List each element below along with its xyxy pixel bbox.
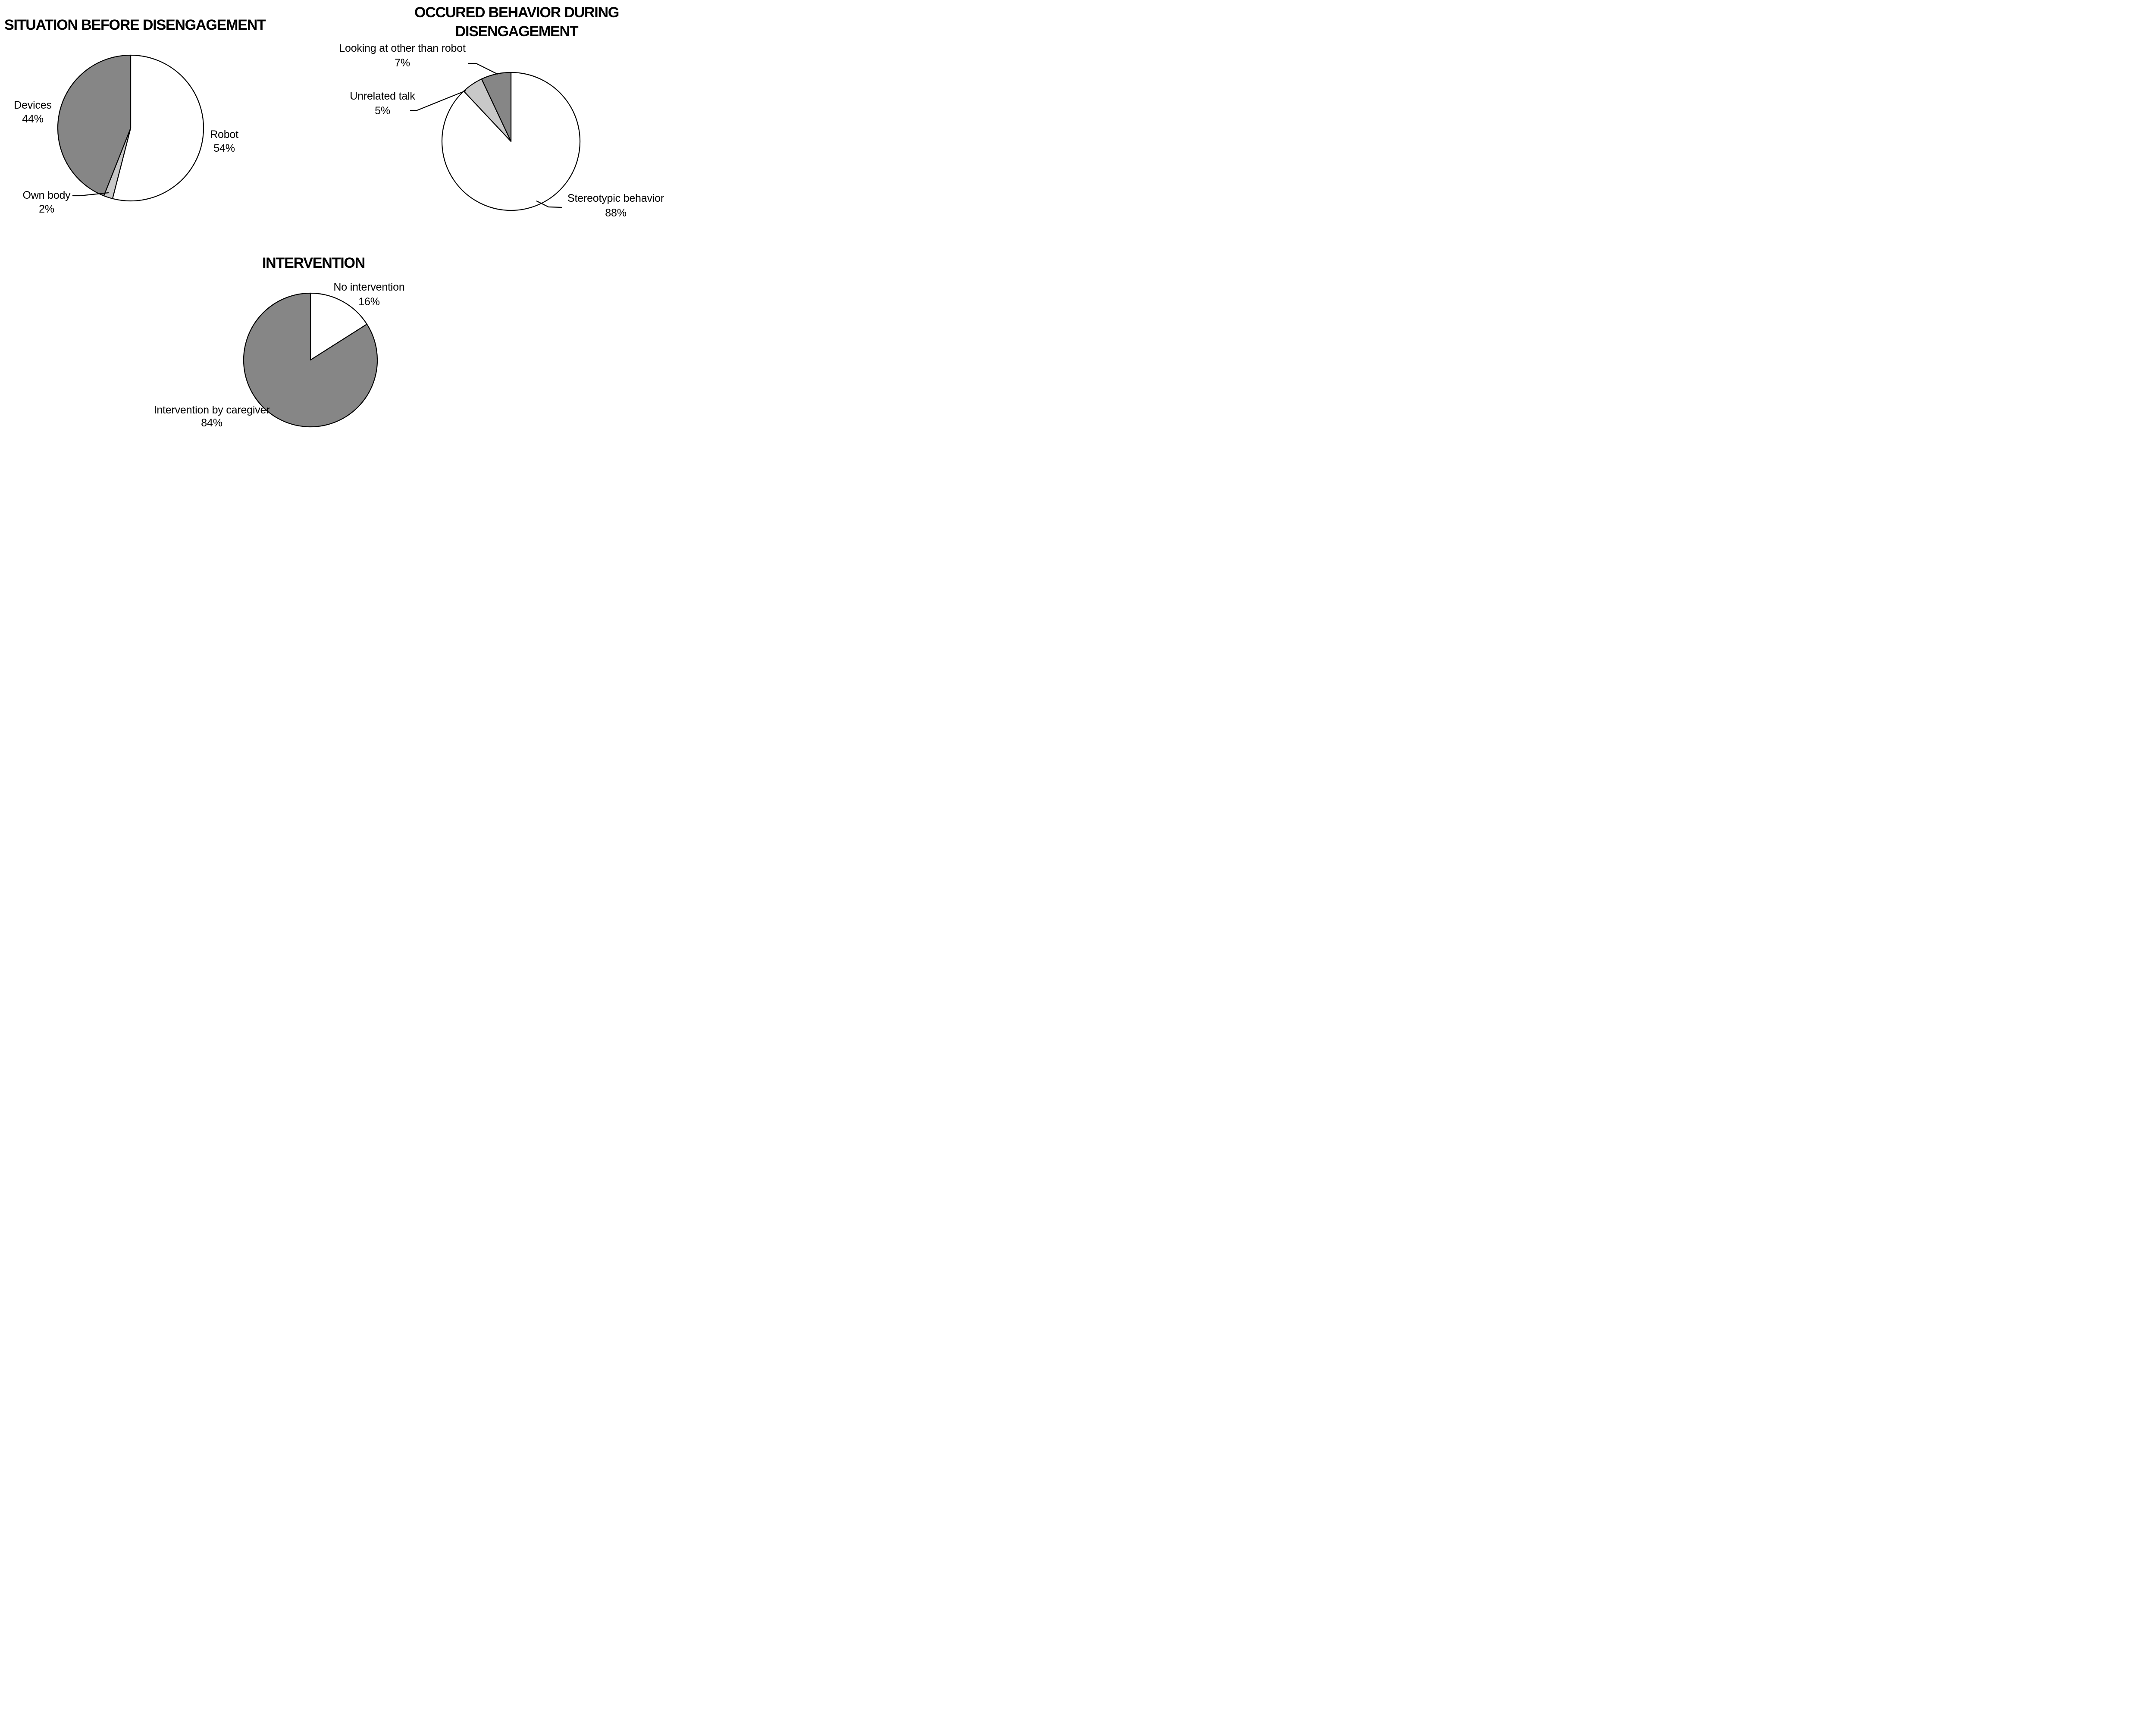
slice-label-stereotypic-behavior: Stereotypic behavior 88% [558,191,674,220]
leader-line-own-body [72,192,109,197]
slice-label-unrelated-talk: Unrelated talk 5% [318,89,447,118]
slice-label-name: No intervention [333,281,405,293]
chart-title-intervention: INTERVENTION [227,254,400,272]
slice-label-robot: Robot 54% [168,128,280,155]
chart-title-line: DISENGAGEMENT [455,23,579,40]
slice-label-name: Intervention by caregiver [154,404,270,416]
slice-label-looking-at-other-than-robot: Looking at other than robot 7% [327,41,478,70]
pie-slice-no-intervention [310,292,367,361]
slice-label-value: 2% [39,203,54,215]
slice-label-value: 16% [358,296,380,308]
slice-label-name: Looking at other than robot [339,42,466,54]
slice-label-name: Stereotypic behavior [567,192,664,204]
pie-situation-before-disengagement [57,54,204,202]
leader-line-stereotypic-behavior [536,200,562,208]
chart-title-occured-behavior: OCCURED BEHAVIOR DURING DISENGAGEMENT [387,3,646,41]
slice-label-name: Unrelated talk [350,90,415,102]
leader-line-looking-at-other-than-robot [468,63,498,75]
slice-label-no-intervention: No intervention 16% [304,280,434,309]
slice-label-value: 7% [395,57,410,69]
chart-title-line: INTERVENTION [262,255,365,271]
slice-label-value: 44% [22,113,44,125]
chart-title-line: SITUATION BEFORE DISENGAGEMENT [4,17,266,33]
chart-title-situation: SITUATION BEFORE DISENGAGEMENT [4,16,315,34]
slice-label-value: 84% [201,417,222,429]
slice-label-devices: Devices 44% [0,98,89,126]
pie-slice-looking-at-other-than-robot [481,72,512,142]
slice-label-value: 5% [375,105,390,117]
pie-charts-canvas [57,54,581,428]
pie-slice-intervention-by-caregiver [243,292,378,428]
pie-slice-robot [112,54,204,202]
slice-label-name: Devices [14,99,52,111]
pie-slice-devices [57,54,132,197]
pie-intervention [243,292,378,428]
slice-label-value: 88% [605,207,627,219]
slice-label-name: Robot [210,128,238,141]
figure-three-pie-charts: SITUATION BEFORE DISENGAGEMENT Devices 4… [0,0,667,432]
slice-label-own-body: Own body 2% [0,188,103,216]
pie-occured-behavior-during-disengagement [410,63,581,211]
chart-title-line: OCCURED BEHAVIOR DURING [414,4,619,21]
leader-line-unrelated-talk [410,90,467,111]
slice-label-intervention-by-caregiver: Intervention by caregiver 84% [147,404,276,429]
slice-label-name: Own body [22,189,71,201]
slice-label-value: 54% [213,142,235,154]
